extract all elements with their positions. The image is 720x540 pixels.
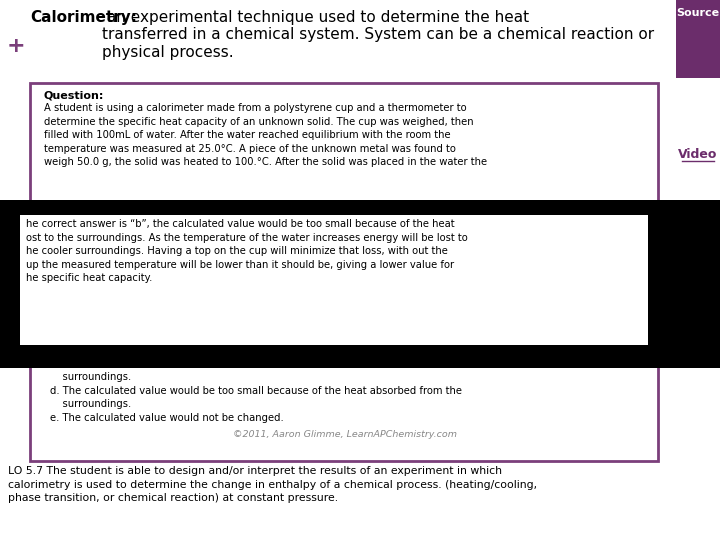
Text: an experimental technique used to determine the heat
transferred in a chemical s: an experimental technique used to determ… xyxy=(102,10,654,60)
FancyBboxPatch shape xyxy=(676,0,720,78)
Text: ©2011, Aaron Glimme, LearnAPChemistry.com: ©2011, Aaron Glimme, LearnAPChemistry.co… xyxy=(233,430,457,439)
FancyBboxPatch shape xyxy=(0,200,720,368)
FancyBboxPatch shape xyxy=(20,215,648,345)
Text: A student is using a calorimeter made from a polystyrene cup and a thermometer t: A student is using a calorimeter made fr… xyxy=(44,103,487,167)
Text: surroundings.
d. The calculated value would be too small because of the heat abs: surroundings. d. The calculated value wo… xyxy=(50,372,462,423)
Text: Calorimetry:: Calorimetry: xyxy=(30,10,137,25)
Text: he correct answer is “b”, the calculated value would be too small because of the: he correct answer is “b”, the calculated… xyxy=(26,219,468,284)
FancyBboxPatch shape xyxy=(30,83,658,461)
Text: Question:: Question: xyxy=(44,90,104,100)
Text: +: + xyxy=(6,36,25,56)
Text: LO 5.7 The student is able to design and/or interpret the results of an experime: LO 5.7 The student is able to design and… xyxy=(8,466,537,503)
Text: Source: Source xyxy=(676,8,719,18)
Text: Video: Video xyxy=(678,148,718,161)
